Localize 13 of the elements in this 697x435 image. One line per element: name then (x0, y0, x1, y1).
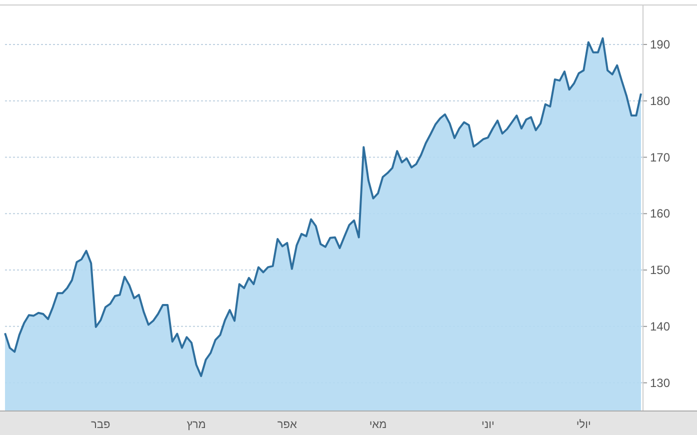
x-tick-label: מאי (369, 419, 387, 431)
y-tick-label: 140 (650, 319, 670, 334)
y-tick-label: 170 (650, 150, 670, 164)
x-tick-label: יוני (482, 419, 494, 431)
x-tick-label: אפר (277, 419, 297, 431)
x-tick-label: יולי (576, 419, 591, 431)
y-tick-label: 130 (650, 376, 670, 390)
x-tick-label: פבר (91, 419, 111, 431)
x-tick-label: מרץ (186, 419, 206, 431)
y-tick-label: 150 (650, 263, 670, 278)
y-tick-label: 190 (650, 37, 670, 52)
y-tick-label: 180 (650, 94, 670, 108)
y-tick-label: 160 (650, 206, 670, 221)
